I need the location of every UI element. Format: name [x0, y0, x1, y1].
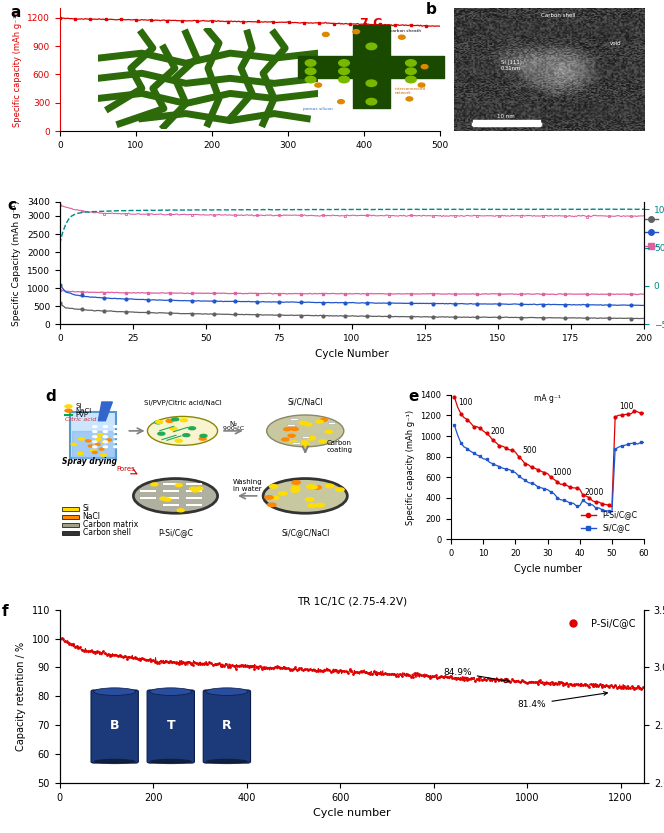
Text: Carbon shell: Carbon shell: [82, 528, 131, 537]
FancyBboxPatch shape: [62, 506, 79, 511]
FancyBboxPatch shape: [287, 424, 295, 426]
Circle shape: [114, 441, 118, 442]
Circle shape: [93, 441, 97, 442]
Circle shape: [309, 486, 317, 489]
Circle shape: [160, 497, 167, 500]
Circle shape: [279, 491, 287, 495]
X-axis label: Cycle number: Cycle number: [514, 563, 582, 573]
Text: void: void: [610, 41, 622, 46]
Circle shape: [65, 409, 72, 412]
FancyBboxPatch shape: [62, 515, 79, 519]
Circle shape: [288, 434, 295, 437]
Circle shape: [336, 488, 344, 491]
Text: Si (111)
0.31nm: Si (111) 0.31nm: [501, 60, 521, 71]
Text: f: f: [1, 605, 8, 620]
Text: Washing
in water: Washing in water: [232, 479, 262, 491]
Circle shape: [103, 436, 108, 437]
Circle shape: [282, 438, 289, 441]
Circle shape: [196, 487, 203, 490]
Circle shape: [265, 496, 274, 499]
Circle shape: [292, 481, 300, 484]
Si/C@C: [511, 468, 519, 478]
Circle shape: [103, 441, 108, 442]
Si/C@C: [608, 507, 616, 517]
Polygon shape: [98, 402, 112, 421]
Circle shape: [192, 489, 199, 492]
FancyBboxPatch shape: [186, 497, 202, 499]
Circle shape: [305, 498, 314, 501]
X-axis label: Cycle Number: Cycle Number: [315, 349, 389, 359]
Circle shape: [316, 420, 323, 423]
Circle shape: [320, 418, 327, 421]
P-Si/C@C: [608, 502, 616, 512]
FancyBboxPatch shape: [186, 483, 202, 485]
Circle shape: [166, 420, 173, 422]
Circle shape: [78, 452, 83, 455]
Circle shape: [301, 443, 308, 446]
Circle shape: [155, 421, 161, 424]
Text: Carbon
coating: Carbon coating: [326, 440, 353, 453]
Circle shape: [103, 431, 108, 432]
Text: Carbon shell: Carbon shell: [541, 13, 576, 18]
Circle shape: [114, 431, 118, 432]
Y-axis label: Specific capacity (mAh g⁻¹): Specific capacity (mAh g⁻¹): [13, 12, 22, 127]
Circle shape: [291, 486, 299, 490]
Text: Citric acid: Citric acid: [65, 416, 96, 421]
FancyBboxPatch shape: [163, 497, 179, 499]
Circle shape: [199, 437, 206, 440]
FancyBboxPatch shape: [292, 442, 299, 444]
FancyBboxPatch shape: [186, 491, 202, 492]
Circle shape: [290, 441, 297, 444]
FancyBboxPatch shape: [62, 531, 79, 535]
Si/C@C: [483, 455, 491, 465]
Circle shape: [78, 438, 84, 440]
FancyBboxPatch shape: [327, 422, 335, 424]
Circle shape: [177, 509, 184, 511]
Circle shape: [102, 441, 108, 443]
P-Si/C@C: [569, 483, 577, 493]
Circle shape: [133, 479, 218, 513]
Text: 100: 100: [619, 402, 633, 412]
Circle shape: [101, 454, 106, 456]
Line: P-Si/C@C: P-Si/C@C: [453, 396, 645, 508]
Text: 200: 200: [491, 427, 505, 436]
Circle shape: [65, 405, 72, 408]
Circle shape: [305, 423, 312, 426]
Text: 1000: 1000: [552, 468, 572, 477]
Circle shape: [93, 426, 97, 427]
Circle shape: [181, 419, 187, 421]
P-Si/C@C: [640, 408, 648, 418]
Circle shape: [175, 484, 183, 486]
FancyBboxPatch shape: [290, 418, 298, 420]
Text: Si: Si: [76, 403, 82, 409]
P-Si/C@C: [450, 392, 458, 402]
Circle shape: [183, 434, 190, 436]
Circle shape: [301, 441, 308, 444]
Text: PVP: PVP: [76, 412, 88, 418]
FancyBboxPatch shape: [186, 504, 202, 506]
X-axis label: Cycle number: Cycle number: [313, 808, 390, 818]
FancyBboxPatch shape: [301, 436, 309, 438]
Circle shape: [175, 439, 182, 442]
Circle shape: [93, 446, 97, 447]
Circle shape: [170, 427, 177, 430]
Circle shape: [90, 450, 96, 451]
P-Si/C@C: [515, 451, 523, 461]
Circle shape: [284, 428, 291, 431]
Text: 2000: 2000: [584, 488, 604, 496]
Circle shape: [267, 415, 344, 446]
Circle shape: [156, 421, 163, 423]
Circle shape: [200, 434, 207, 437]
FancyBboxPatch shape: [163, 504, 179, 506]
Y-axis label: Specific capacity (mAh g⁻¹): Specific capacity (mAh g⁻¹): [406, 410, 415, 525]
Text: NaCl: NaCl: [76, 407, 92, 414]
Circle shape: [114, 426, 118, 427]
Text: Spray drying: Spray drying: [62, 457, 117, 466]
Text: 81.4%: 81.4%: [518, 691, 608, 709]
Circle shape: [114, 446, 118, 447]
Circle shape: [96, 438, 101, 441]
Circle shape: [309, 436, 315, 439]
Circle shape: [158, 432, 165, 435]
Legend: Si, Si@C, Si@void@C: Si, Si@C, Si@void@C: [642, 212, 664, 254]
Circle shape: [313, 486, 321, 489]
